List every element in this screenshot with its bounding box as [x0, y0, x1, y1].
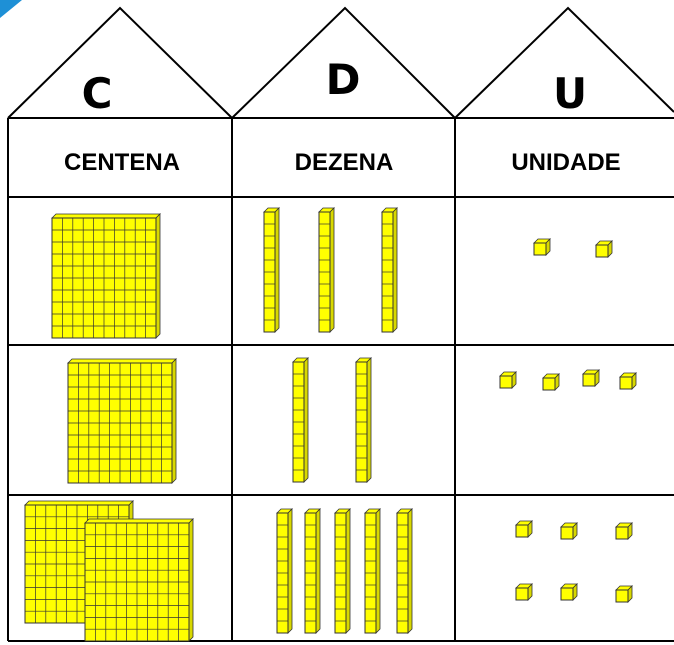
unit-cube	[595, 240, 613, 258]
roof	[454, 6, 674, 119]
ten-rod	[364, 508, 381, 634]
hundred-flat	[51, 213, 161, 339]
block-face	[619, 376, 633, 390]
blocks	[24, 207, 637, 642]
block-face	[515, 524, 529, 538]
block-face	[582, 373, 596, 387]
block-face	[615, 589, 629, 603]
roof-letter: C	[82, 69, 113, 118]
block-side	[329, 207, 335, 333]
block-face	[542, 377, 556, 391]
block-side	[407, 508, 413, 634]
ten-rod	[334, 508, 351, 634]
ten-rod	[263, 207, 280, 333]
block-side	[287, 508, 293, 634]
block-face	[533, 242, 547, 256]
roof-letter: D	[326, 55, 361, 104]
block-side	[188, 518, 194, 642]
block-side	[315, 508, 321, 634]
block-side	[155, 213, 161, 339]
block-side	[392, 207, 398, 333]
ten-rod	[304, 508, 321, 634]
unit-cube	[582, 369, 600, 387]
block-side	[375, 508, 381, 634]
unit-cube	[499, 371, 517, 389]
unit-cube	[560, 522, 578, 540]
unit-cube	[615, 585, 633, 603]
hundred-flat	[84, 518, 194, 642]
hundred-flat	[67, 358, 177, 484]
block-side	[171, 358, 177, 484]
unit-cube	[560, 583, 578, 601]
block-face	[515, 587, 529, 601]
unit-cube	[615, 522, 633, 540]
block-side	[303, 357, 309, 483]
block-face	[560, 526, 574, 540]
column-header: UNIDADE	[511, 149, 620, 176]
block-top	[51, 213, 161, 219]
ten-rod	[381, 207, 398, 333]
block-face	[560, 587, 574, 601]
block-face	[615, 526, 629, 540]
block-face	[595, 244, 609, 258]
block-face	[499, 375, 513, 389]
ten-rod	[355, 357, 372, 483]
unit-cube	[619, 372, 637, 390]
unit-cube	[542, 373, 560, 391]
roof-letter: U	[553, 69, 587, 118]
roof	[7, 6, 233, 119]
block-top	[24, 500, 134, 506]
ten-rod	[318, 207, 335, 333]
ten-rod	[276, 508, 293, 634]
block-top	[67, 358, 177, 364]
block-side	[274, 207, 280, 333]
block-side	[366, 357, 372, 483]
unit-cube	[515, 520, 533, 538]
unit-cube	[515, 583, 533, 601]
unit-cube	[533, 238, 551, 256]
block-top	[84, 518, 194, 524]
ten-rod	[396, 508, 413, 634]
column-header: DEZENA	[295, 149, 394, 176]
roofs	[7, 6, 674, 119]
roof	[231, 6, 456, 119]
corner-logo	[0, 0, 22, 18]
ten-rod	[292, 357, 309, 483]
column-header: CENTENA	[64, 149, 180, 176]
table-grid	[7, 117, 674, 642]
block-side	[345, 508, 351, 634]
